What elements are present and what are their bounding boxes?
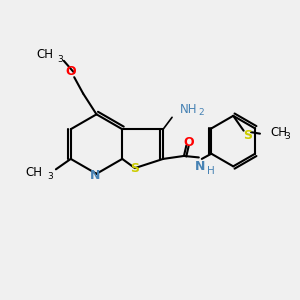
Text: 3: 3 bbox=[47, 172, 53, 181]
Text: CH: CH bbox=[36, 48, 53, 62]
Text: 2: 2 bbox=[198, 108, 204, 117]
Text: O: O bbox=[183, 136, 194, 149]
Text: CH: CH bbox=[270, 126, 287, 139]
Text: O: O bbox=[65, 65, 76, 78]
Text: 3: 3 bbox=[57, 55, 63, 64]
Text: CH: CH bbox=[26, 166, 43, 179]
Text: N: N bbox=[195, 160, 206, 173]
Text: H: H bbox=[207, 167, 215, 176]
Text: N: N bbox=[90, 169, 100, 182]
Text: S: S bbox=[243, 129, 252, 142]
Text: S: S bbox=[130, 162, 140, 175]
Text: 3: 3 bbox=[284, 132, 290, 141]
Text: NH: NH bbox=[179, 103, 197, 116]
